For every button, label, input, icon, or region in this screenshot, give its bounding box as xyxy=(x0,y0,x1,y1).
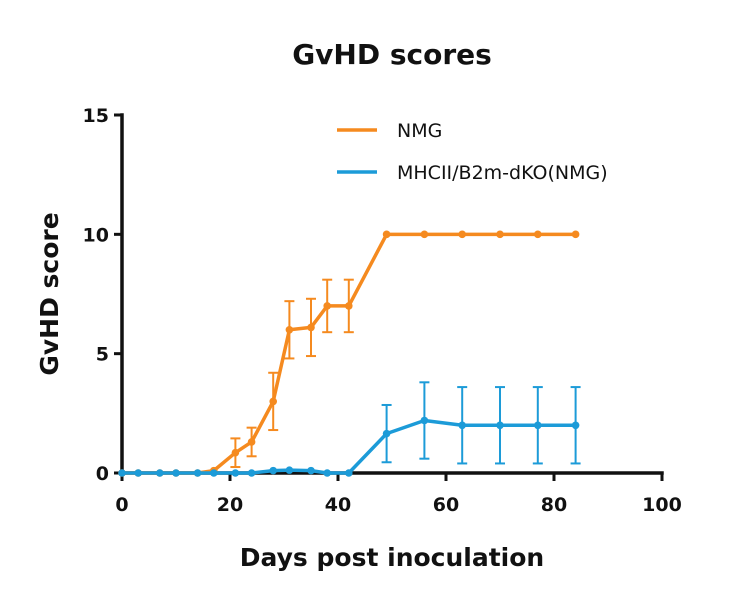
series-2 xyxy=(118,381,581,477)
data-point xyxy=(534,230,542,239)
x-tick-label: 100 xyxy=(642,494,682,516)
data-point xyxy=(382,230,391,239)
data-point xyxy=(269,397,278,406)
data-point xyxy=(420,230,429,239)
data-point xyxy=(458,421,467,430)
data-point xyxy=(285,326,294,334)
x-axis-label: Days post inoculation xyxy=(240,543,544,572)
data-point xyxy=(285,466,294,474)
series-line xyxy=(122,418,576,475)
data-point xyxy=(496,421,504,430)
data-point xyxy=(323,469,332,477)
data-point xyxy=(134,469,142,477)
data-point xyxy=(307,466,315,475)
data-point xyxy=(307,323,315,332)
data-point xyxy=(345,469,353,477)
x-tick-label: 80 xyxy=(541,494,567,516)
data-point xyxy=(534,421,542,430)
y-axis-label: GvHD score xyxy=(35,212,64,375)
data-point xyxy=(247,469,256,477)
series-layer xyxy=(118,230,581,477)
x-tick-label: 60 xyxy=(433,494,459,516)
data-point xyxy=(571,230,580,239)
data-point xyxy=(420,416,429,425)
x-tick-label: 20 xyxy=(217,494,243,516)
legend-label: NMG xyxy=(397,120,442,142)
series-line xyxy=(122,232,576,475)
data-point xyxy=(571,421,580,430)
series-1 xyxy=(118,230,580,477)
y-tick-label: 15 xyxy=(83,105,109,127)
data-point xyxy=(247,438,256,446)
data-point xyxy=(323,302,332,310)
data-point xyxy=(269,466,278,475)
y-tick-label: 10 xyxy=(83,224,109,246)
data-point xyxy=(496,230,504,239)
data-point xyxy=(458,230,467,239)
data-point xyxy=(118,469,126,477)
chart-title: GvHD scores xyxy=(292,38,492,71)
data-point xyxy=(382,429,391,438)
legend-label: MHCII/B2m-dKO(NMG) xyxy=(397,162,608,184)
data-point xyxy=(345,302,353,310)
data-point xyxy=(210,469,218,477)
y-tick-label: 0 xyxy=(96,463,109,485)
legend: NMG MHCII/B2m-dKO(NMG) xyxy=(337,120,608,184)
x-tick-label: 40 xyxy=(325,494,351,516)
y-tick-label: 5 xyxy=(96,344,109,366)
x-tick-label: 0 xyxy=(115,494,128,516)
data-point xyxy=(156,469,164,477)
data-point xyxy=(231,469,240,477)
data-point xyxy=(172,469,180,477)
data-point xyxy=(231,448,240,457)
data-point xyxy=(193,469,202,477)
